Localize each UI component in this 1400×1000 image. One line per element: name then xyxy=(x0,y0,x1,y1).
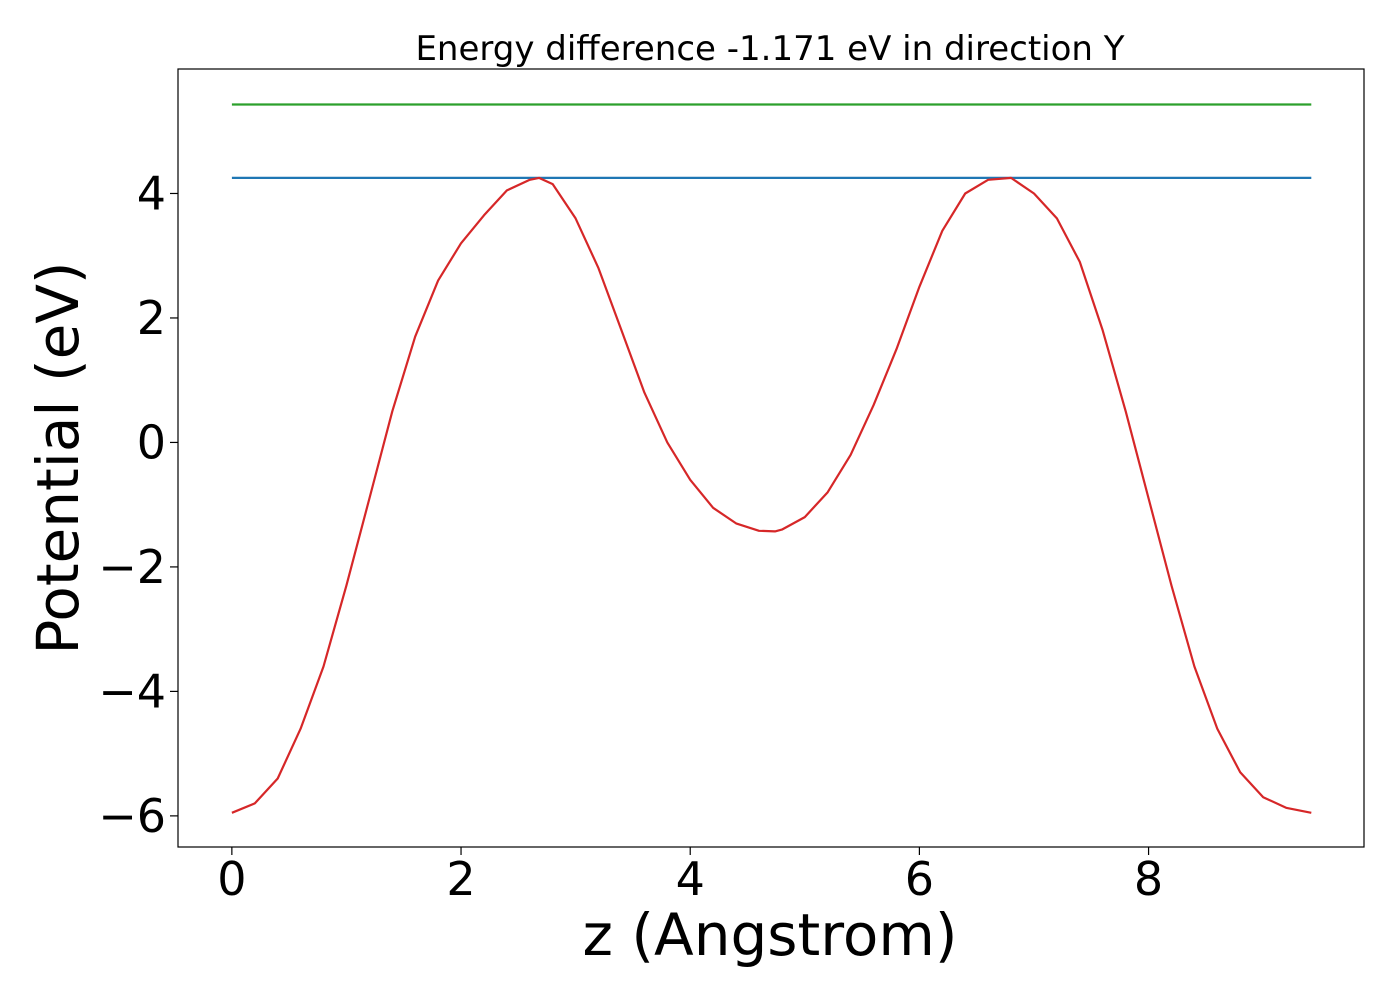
y-axis-ticks: −6 −4 −2 0 2 4 xyxy=(98,166,178,843)
y-tick-label: 2 xyxy=(137,291,166,345)
x-tick-label: 4 xyxy=(676,852,705,906)
y-axis-label: Potential (eV) xyxy=(24,261,92,654)
chart-title: Energy difference -1.171 eV in direction… xyxy=(415,29,1124,69)
series-layer xyxy=(231,103,1312,814)
y-tick-label: 4 xyxy=(137,166,166,220)
x-axis-label: z (Angstrom) xyxy=(583,901,958,969)
x-tick-label: 8 xyxy=(1134,852,1163,906)
y-tick-label: 0 xyxy=(137,415,166,469)
x-tick-label: 2 xyxy=(446,852,475,906)
y-tick-label: −2 xyxy=(98,540,166,594)
plot-area-frame xyxy=(177,68,1365,848)
y-tick-label: −6 xyxy=(98,789,166,843)
x-tick-label: 6 xyxy=(905,852,934,906)
x-tick-label: 0 xyxy=(217,852,246,906)
series-line-2 xyxy=(231,176,1312,814)
y-tick-label: −4 xyxy=(98,664,166,718)
x-axis-ticks: 0 2 4 6 8 xyxy=(217,847,1163,906)
